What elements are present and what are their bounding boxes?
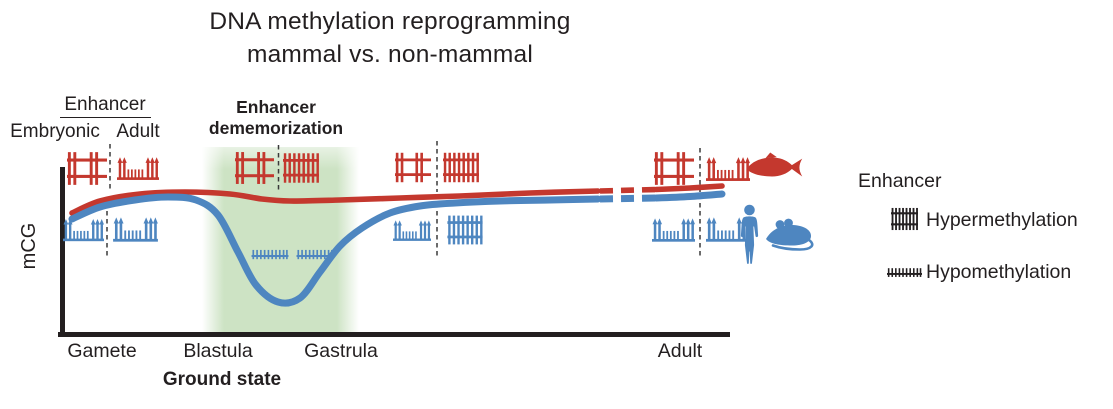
adult-mixed-methylation-icon [113, 217, 158, 242]
enhancer-header-adult: Adult [116, 121, 160, 142]
mammal-mcg-curve [68, 190, 726, 307]
x-tick-adult: Adult [657, 340, 703, 362]
adult-mixed-methylation-icon [706, 157, 750, 181]
legend-hypomethylation-label: Hypomethylation [926, 261, 1072, 283]
legend-hypermethylation-label: Hypermethylation [926, 209, 1078, 231]
x-tick-gastrula: Gastrula [304, 340, 378, 362]
figure-title-line2: mammal vs. non-mammal [247, 41, 533, 68]
figure-title-line1: DNA methylation reprogramming [209, 8, 571, 35]
embryonic-fence-icon [654, 152, 694, 185]
glyph-separator-dashes [106, 141, 701, 258]
x-tick-gamete: Gamete [67, 340, 137, 362]
enhancer-header-underline [60, 117, 151, 118]
ground-state-label: Ground state [162, 369, 282, 390]
x-tick-blastula: Blastula [183, 340, 253, 362]
legend-title: Enhancer [858, 170, 942, 192]
hypermethylation-icon [447, 215, 483, 245]
non-mammal-curve-break [599, 186, 657, 194]
mammal-curve-break [599, 194, 657, 203]
human-icon [740, 204, 759, 264]
hypomethylation-icon [296, 249, 334, 260]
y-axis-line [60, 167, 65, 337]
hypermethylation-icon [891, 207, 918, 231]
hypermethylation-icon [283, 153, 319, 183]
embryonic-fence-icon [395, 152, 431, 183]
adult-mixed-methylation-icon [393, 220, 431, 241]
adult-mixed-methylation-icon [63, 218, 104, 242]
adult-mixed-methylation-icon [117, 157, 159, 180]
enhancer-header-title: Enhancer [64, 94, 146, 115]
x-axis-line [58, 332, 730, 337]
non-mammal-mcg-curve [69, 183, 725, 216]
hypomethylation-icon [887, 268, 922, 277]
embryonic-fence-icon [235, 152, 274, 184]
dememorization-annotation: Enhancer dememorization [180, 97, 372, 139]
hypomethylation-icon [251, 249, 289, 260]
mammal-enhancer-glyphs [63, 215, 751, 260]
legend-glyphs [887, 207, 922, 277]
fish-icon [746, 152, 803, 177]
figure-title: DNA methylation reprogramming mammal vs.… [60, 5, 720, 71]
non-mammal-enhancer-glyphs [67, 152, 750, 185]
mouse-icon [764, 217, 814, 251]
annotation-line1: Enhancer [236, 97, 316, 117]
enhancer-header-embryonic: Embryonic [10, 121, 100, 142]
y-axis-label: mCG [18, 222, 40, 270]
annotation-line2: dememorization [208, 118, 344, 138]
hypermethylation-icon [443, 152, 479, 183]
adult-mixed-methylation-icon [652, 218, 695, 242]
embryonic-fence-icon [67, 152, 107, 185]
